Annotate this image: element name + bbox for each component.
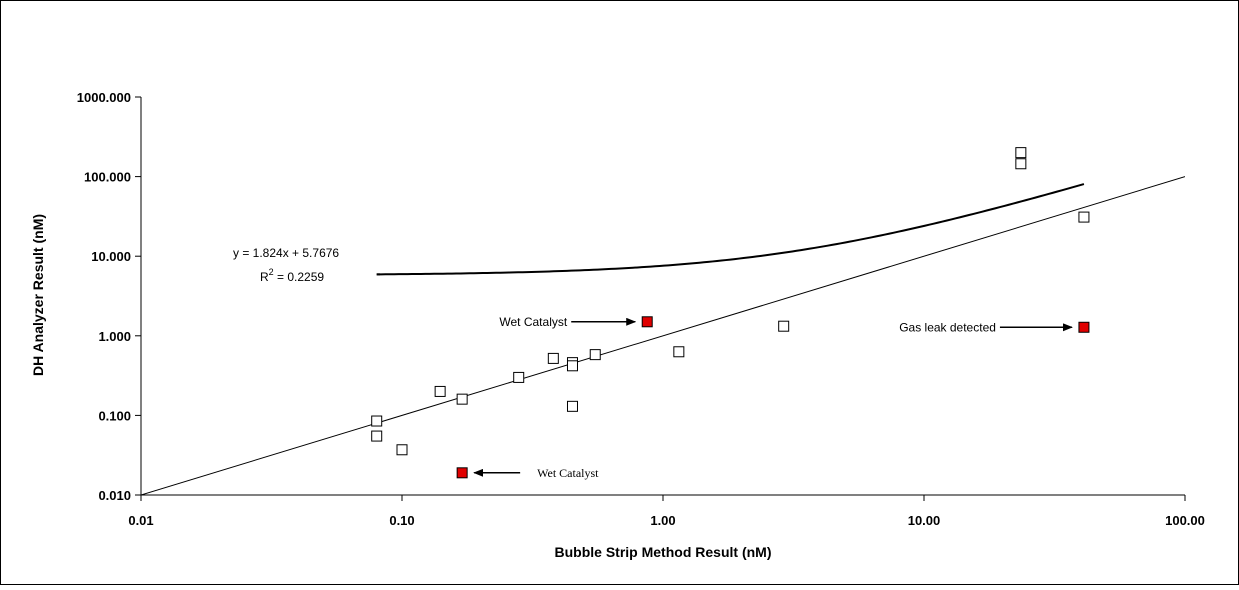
annotations: Wet Catalyst Wet Catalyst Gas leak detecte… <box>473 315 1073 480</box>
open-square-point <box>566 360 578 372</box>
flagged-square-point <box>456 467 468 479</box>
data-points <box>371 147 1090 479</box>
open-square-point <box>434 385 446 397</box>
open-square-point <box>566 400 578 412</box>
y-tick-label: 1.000 <box>98 329 131 344</box>
r2-value: = 0.2259 <box>274 270 325 284</box>
y-tick-label: 0.100 <box>98 408 131 423</box>
open-square-point <box>1015 147 1027 159</box>
open-square-point <box>513 371 525 383</box>
y-tick-label: 10.000 <box>91 249 131 264</box>
open-square-point <box>371 430 383 442</box>
tick-labels: 0.01 0.10 1.00 10.00 100.00 0.010 0.100 1.000 10… <box>77 90 1205 528</box>
open-square-point <box>456 393 468 405</box>
y-tick-label: 1000.000 <box>77 90 131 105</box>
chart-lines <box>141 176 1185 495</box>
open-square-point <box>1078 211 1090 223</box>
reference-line <box>141 176 1185 495</box>
axes <box>135 96 1186 501</box>
x-tick-label: 1.00 <box>650 513 675 528</box>
flagged-square-point <box>641 316 653 328</box>
y-tick-label: 100.000 <box>84 170 131 185</box>
y-tick-label: 0.010 <box>98 488 131 503</box>
trend-r-squared: R2 = 0.2259 <box>260 267 324 284</box>
x-axis-title: Bubble Strip Method Result (nM) <box>555 544 772 560</box>
open-square-point <box>1015 158 1027 170</box>
x-tick-label: 10.00 <box>908 513 941 528</box>
x-tick-label: 0.01 <box>128 513 153 528</box>
open-square-point <box>589 349 601 361</box>
open-square-point <box>396 444 408 456</box>
trend-curve <box>376 183 1085 276</box>
flagged-square-point <box>1078 321 1090 333</box>
open-square-point <box>371 415 383 427</box>
open-square-point <box>778 320 790 332</box>
open-square-point <box>673 346 685 358</box>
trend-equation: y = 1.824x + 5.7676 <box>233 246 339 260</box>
annotation-label: Wet Catalyst <box>499 315 567 329</box>
open-square-point <box>547 352 559 364</box>
r2-superscript: 2 <box>269 267 274 277</box>
r2-prefix: R <box>260 270 269 284</box>
x-tick-label: 100.00 <box>1165 513 1205 528</box>
x-tick-label: 0.10 <box>389 513 414 528</box>
annotation-label: Gas leak detected <box>899 320 996 334</box>
y-axis-title: DH Analyzer Result (nM) <box>30 214 46 376</box>
annotation-label: Wet Catalyst <box>537 466 599 480</box>
